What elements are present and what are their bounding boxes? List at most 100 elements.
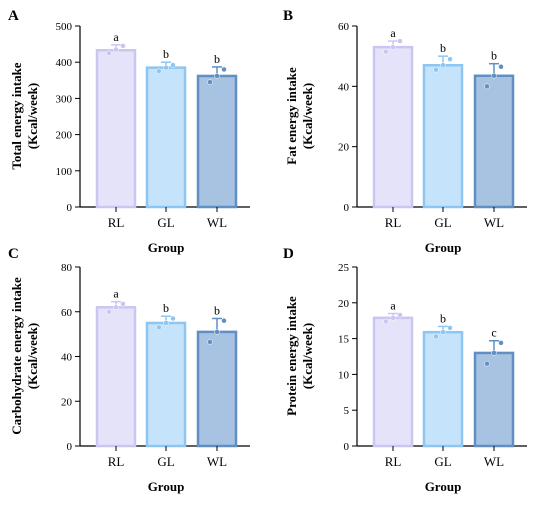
significance-label: a bbox=[113, 30, 119, 44]
data-point bbox=[163, 320, 169, 326]
y-axis-title-line: Total energy intake bbox=[9, 62, 24, 169]
y-tick-label: 80 bbox=[61, 262, 73, 274]
significance-label: c bbox=[491, 326, 496, 340]
data-point bbox=[433, 66, 439, 73]
y-axis-title: Protein energy intake(Kcal/week) bbox=[284, 296, 315, 416]
data-point bbox=[383, 48, 389, 55]
x-tick-label: GL bbox=[157, 454, 174, 469]
data-point bbox=[170, 62, 176, 68]
x-tick-label: RL bbox=[385, 215, 402, 230]
significance-label: b bbox=[440, 311, 446, 325]
bar-rl bbox=[95, 306, 137, 448]
bar-rl bbox=[372, 45, 414, 209]
data-point bbox=[484, 360, 490, 367]
y-axis-title: Carbohydrate energy intake(Kcal/week) bbox=[9, 277, 40, 435]
y-tick-label: 400 bbox=[56, 57, 73, 69]
panel-letter: A bbox=[8, 8, 19, 24]
x-tick-label: GL bbox=[434, 215, 451, 230]
data-point bbox=[447, 325, 453, 331]
y-tick-label: 60 bbox=[338, 21, 350, 33]
data-point bbox=[491, 350, 497, 356]
data-point bbox=[214, 329, 220, 335]
data-point bbox=[397, 38, 403, 44]
bar-wl bbox=[196, 74, 238, 209]
significance-label: a bbox=[113, 287, 119, 301]
y-tick-label: 25 bbox=[338, 262, 350, 274]
y-tick-label: 500 bbox=[56, 21, 73, 33]
y-axis-title-line: (Kcal/week) bbox=[25, 323, 40, 389]
x-tick-label: RL bbox=[108, 215, 125, 230]
chart-panel-b: B Fat energy intake(Kcal/week) 0 20 40 60 a RL b… bbox=[283, 8, 527, 255]
data-point bbox=[106, 50, 112, 56]
x-tick-label: WL bbox=[207, 454, 227, 469]
data-point bbox=[214, 73, 220, 79]
chart-panel-a: A Total energy intake(Kcal/week) 0 100 200 30… bbox=[8, 8, 250, 255]
data-point bbox=[440, 62, 446, 68]
data-point bbox=[120, 43, 126, 49]
significance-label: a bbox=[390, 299, 396, 313]
x-tick-label: WL bbox=[484, 454, 504, 469]
y-tick-label: 200 bbox=[56, 130, 73, 142]
data-point bbox=[447, 56, 453, 62]
y-tick-label: 60 bbox=[61, 307, 73, 319]
y-tick-label: 100 bbox=[56, 166, 73, 178]
chart-panel-d: D Protein energy intake(Kcal/week) 0 5 10 15 2… bbox=[283, 246, 527, 494]
x-tick-label: WL bbox=[207, 215, 227, 230]
bar-wl bbox=[473, 74, 515, 209]
y-axis-title-line: Fat energy intake bbox=[284, 67, 299, 165]
bar-wl bbox=[196, 330, 238, 448]
data-point bbox=[221, 66, 227, 73]
x-tick-label: WL bbox=[484, 215, 504, 230]
data-point bbox=[397, 312, 403, 318]
y-axis-title-line: (Kcal/week) bbox=[25, 83, 40, 149]
data-point bbox=[207, 79, 213, 85]
y-tick-label: 20 bbox=[338, 298, 350, 310]
data-point bbox=[106, 309, 112, 315]
y-tick-label: 40 bbox=[61, 352, 73, 364]
panel-letter: D bbox=[283, 246, 294, 262]
panel-letter: B bbox=[283, 8, 293, 24]
significance-label: b bbox=[440, 41, 446, 55]
bar-gl bbox=[145, 321, 187, 448]
significance-label: b bbox=[163, 301, 169, 315]
x-tick-label: GL bbox=[434, 454, 451, 469]
y-tick-label: 15 bbox=[338, 334, 350, 346]
data-point bbox=[383, 318, 389, 325]
y-tick-label: 0 bbox=[67, 441, 73, 453]
data-point bbox=[113, 46, 119, 53]
bar-gl bbox=[422, 63, 464, 209]
significance-label: a bbox=[390, 26, 396, 40]
significance-label: b bbox=[214, 52, 220, 66]
x-tick-label: RL bbox=[108, 454, 125, 469]
data-point bbox=[113, 304, 119, 311]
y-tick-label: 20 bbox=[61, 396, 73, 408]
y-axis-title: Fat energy intake(Kcal/week) bbox=[284, 67, 315, 165]
x-axis-title: Group bbox=[425, 240, 462, 255]
x-axis-title: Group bbox=[148, 479, 185, 494]
data-point bbox=[498, 340, 504, 346]
x-tick-label: GL bbox=[157, 215, 174, 230]
y-axis-title-line: (Kcal/week) bbox=[300, 83, 315, 149]
y-axis-title-line: Protein energy intake bbox=[284, 296, 299, 416]
y-tick-label: 10 bbox=[338, 369, 350, 381]
data-point bbox=[498, 63, 504, 70]
data-point bbox=[491, 73, 497, 79]
data-point bbox=[484, 83, 490, 90]
x-tick-label: RL bbox=[385, 454, 402, 469]
bar-gl bbox=[422, 330, 464, 448]
significance-label: b bbox=[491, 49, 497, 63]
y-tick-label: 300 bbox=[56, 93, 73, 105]
chart-panel-c: C Carbohydrate energy intake(Kcal/week) 0 2… bbox=[8, 246, 250, 494]
data-point bbox=[390, 44, 396, 50]
data-point bbox=[163, 64, 169, 71]
y-tick-label: 0 bbox=[67, 202, 73, 214]
data-point bbox=[433, 333, 439, 340]
y-tick-label: 0 bbox=[344, 441, 350, 453]
data-point bbox=[440, 329, 446, 335]
x-axis-title: Group bbox=[425, 479, 462, 494]
x-axis-title: Group bbox=[148, 240, 185, 255]
y-axis-title-line: (Kcal/week) bbox=[300, 323, 315, 389]
significance-label: b bbox=[163, 47, 169, 61]
y-tick-label: 5 bbox=[344, 405, 350, 417]
